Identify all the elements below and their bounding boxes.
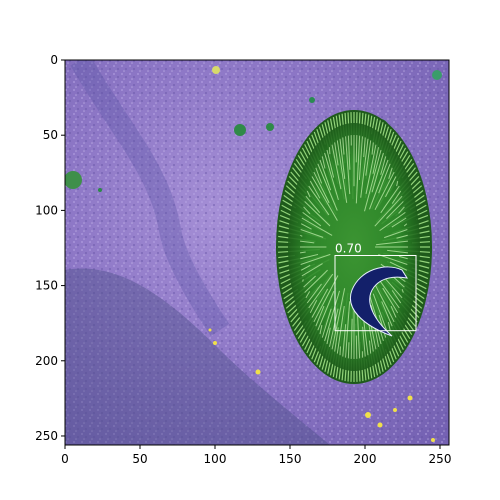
detection-box — [334, 255, 417, 332]
y-tick-label: 100 — [35, 203, 58, 217]
y-tick-label: 200 — [35, 354, 58, 368]
image-content — [65, 60, 449, 445]
y-tick-label: 250 — [35, 429, 58, 443]
x-tick-label: 250 — [429, 452, 452, 466]
y-axis: 0 50 100 150 200 250 — [35, 53, 65, 443]
yellow-specks — [208, 328, 435, 442]
dark-streak — [70, 60, 230, 337]
detection-layer: 0.70 — [334, 242, 417, 332]
shadow-band — [65, 268, 330, 445]
x-tick-label: 150 — [279, 452, 302, 466]
x-axis: 0 50 100 150 200 250 — [61, 445, 451, 466]
x-tick-label: 50 — [132, 452, 147, 466]
x-tick-label: 100 — [204, 452, 227, 466]
dark-crescent-object — [350, 266, 409, 337]
x-tick-label: 200 — [354, 452, 377, 466]
axes-frame — [64, 59, 450, 446]
y-tick-label: 50 — [43, 128, 58, 142]
y-tick-label: 0 — [50, 53, 58, 67]
y-tick-label: 150 — [35, 279, 58, 293]
green-plant — [276, 110, 432, 384]
detection-score-label: 0.70 — [335, 242, 362, 256]
x-tick-label: 0 — [61, 452, 69, 466]
